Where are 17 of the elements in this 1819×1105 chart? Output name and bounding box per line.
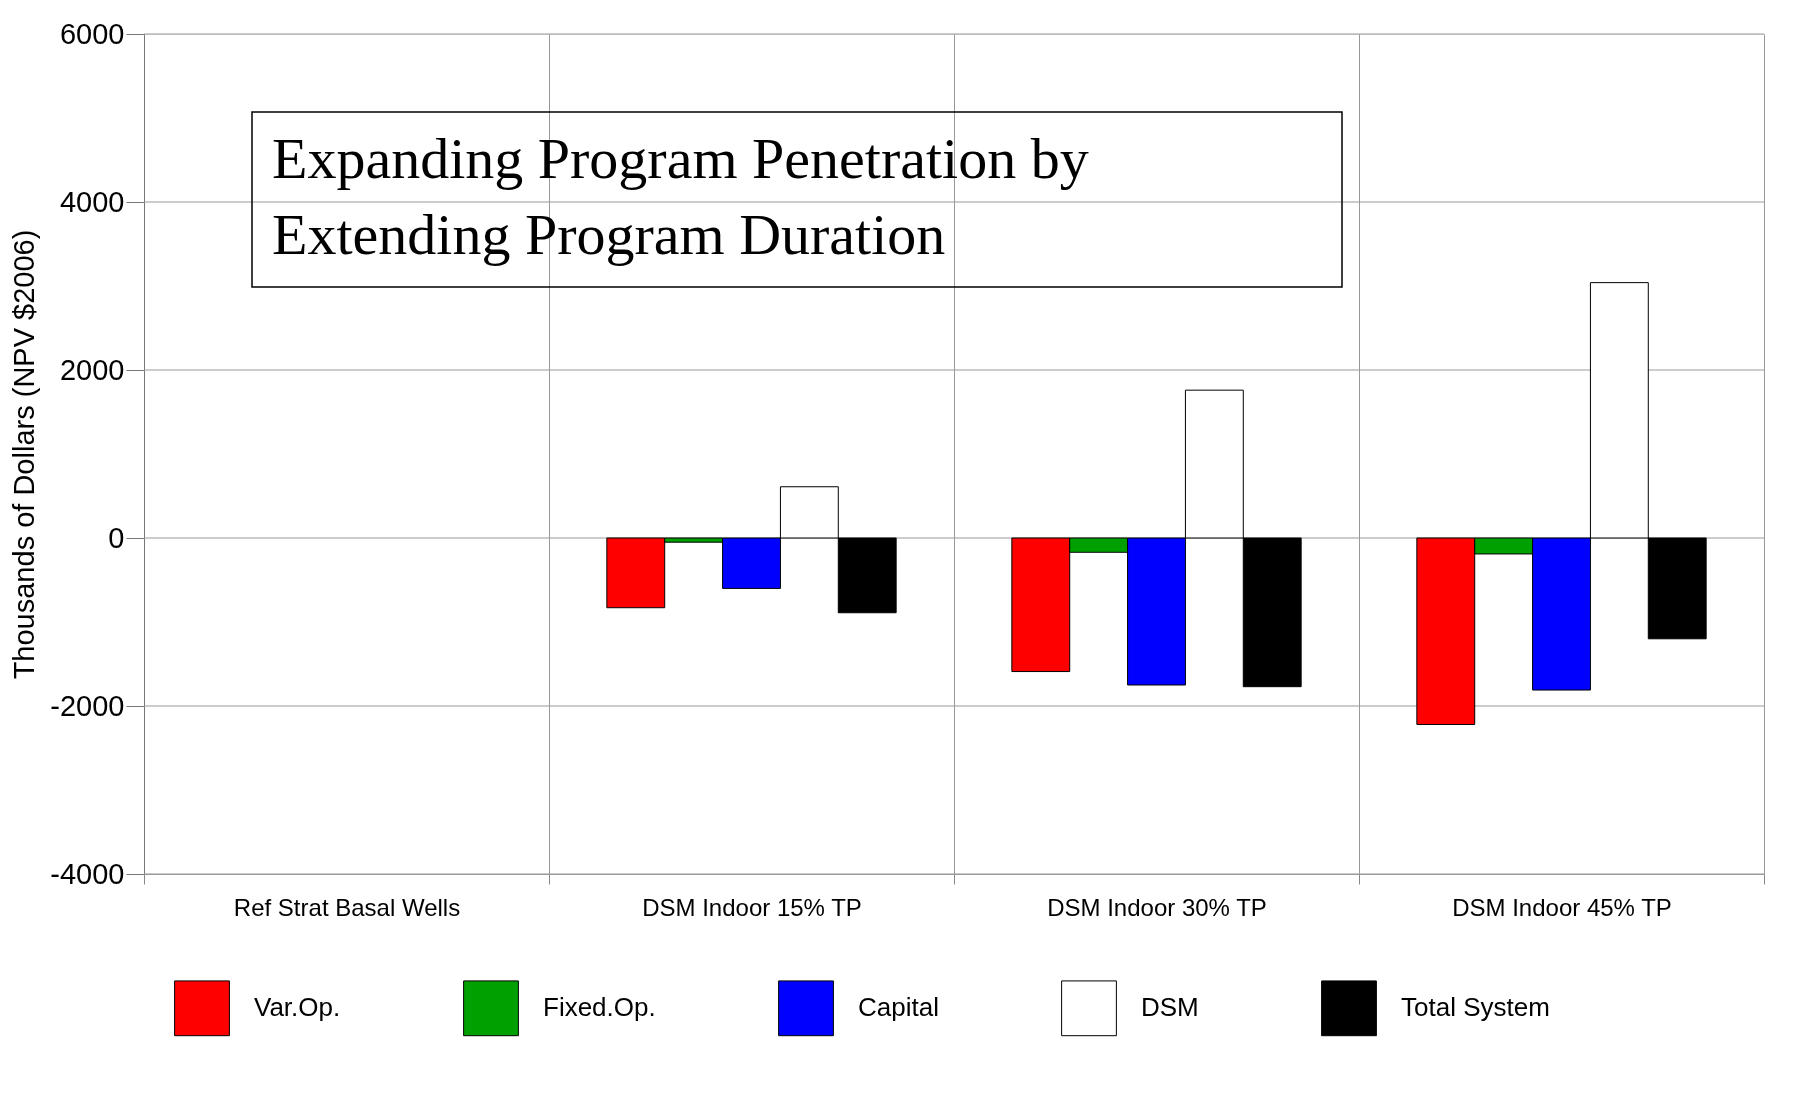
y-tick-label: 2000 bbox=[59, 353, 125, 386]
x-tick-label: Ref Strat Basal Wells bbox=[233, 893, 461, 921]
x-tick-label: DSM Indoor 15% TP bbox=[642, 893, 862, 921]
legend-label: Var.Op. bbox=[254, 992, 341, 1023]
y-tick-label: -2000 bbox=[50, 689, 125, 722]
y-tick-label: 4000 bbox=[59, 185, 125, 218]
y-tick-label: 6000 bbox=[59, 17, 125, 50]
y-tick-label: 0 bbox=[108, 521, 125, 554]
legend-label: Total System bbox=[1401, 992, 1550, 1023]
legend-label: Fixed.Op. bbox=[543, 992, 656, 1023]
x-tick-label: DSM Indoor 45% TP bbox=[1452, 893, 1672, 921]
y-tick-label: -4000 bbox=[50, 857, 125, 890]
x-tick-label: DSM Indoor 30% TP bbox=[1047, 893, 1267, 921]
legend-label: Capital bbox=[858, 992, 939, 1023]
legend-label: DSM bbox=[1141, 992, 1199, 1023]
y-axis-title: Thousands of Dollars (NPV $2006) bbox=[8, 229, 41, 680]
text: Expanding Program Penetration by Extending Program Duration bbox=[272, 126, 1089, 267]
